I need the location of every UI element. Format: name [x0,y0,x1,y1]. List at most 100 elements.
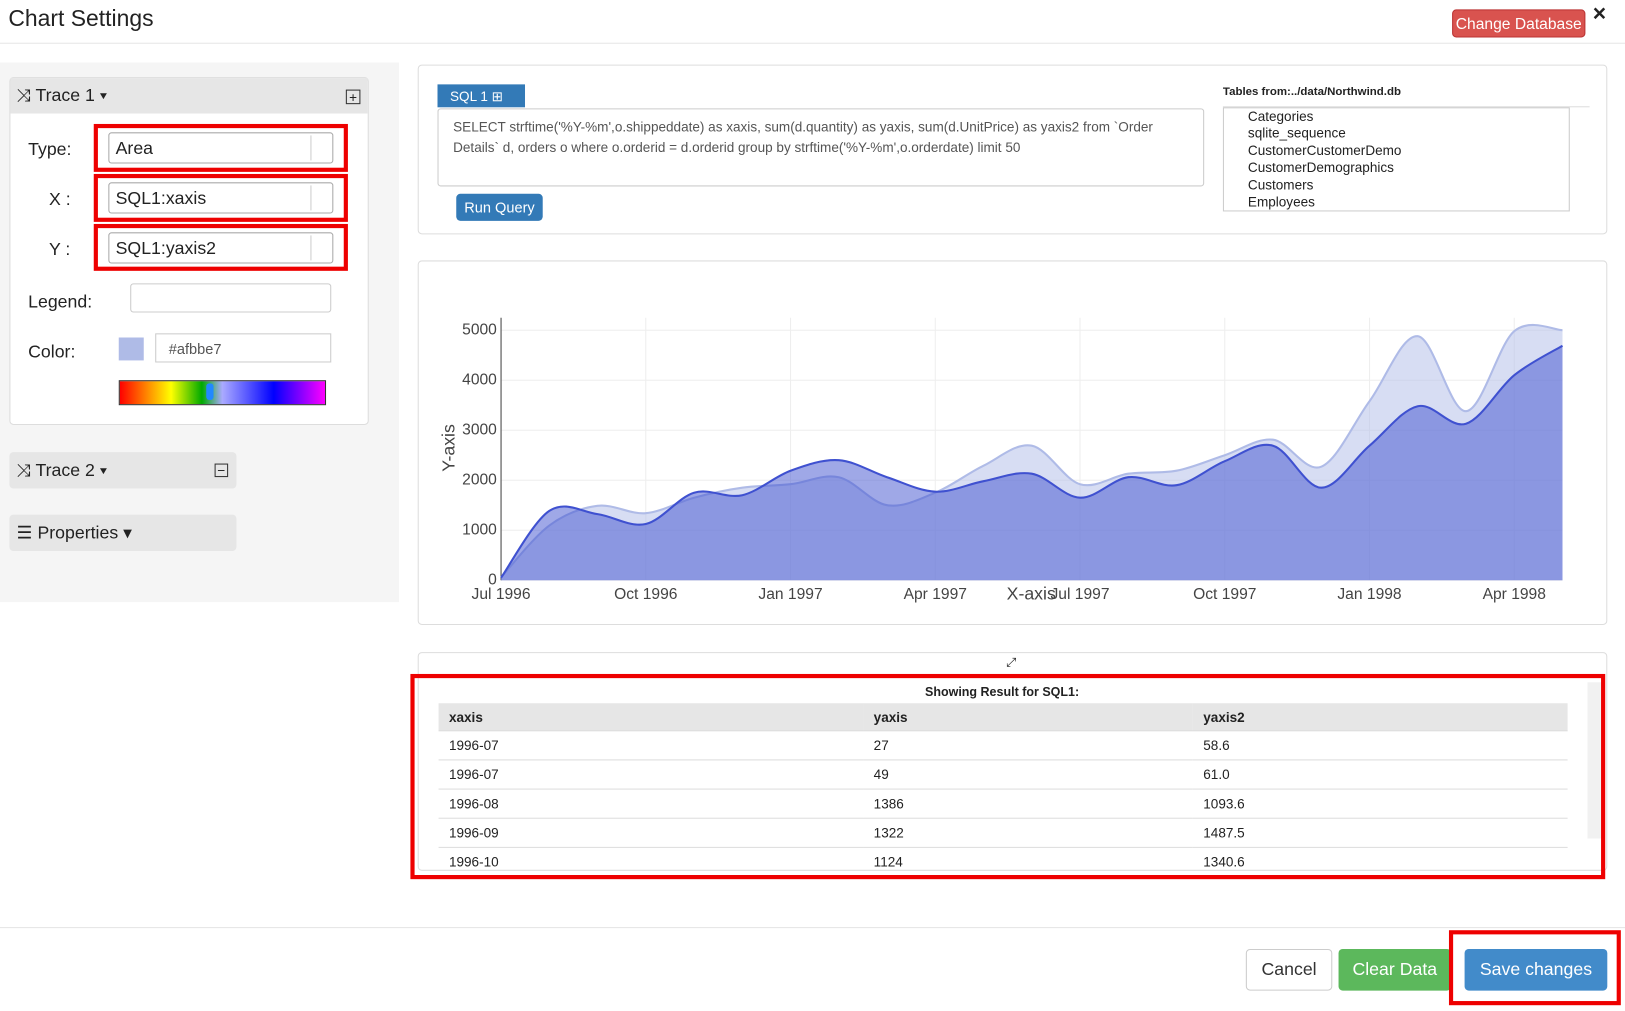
area-fill [501,345,1563,581]
tables-list[interactable]: Categories sqlite_sequence CustomerCustome… [1222,107,1570,212]
column-header: yaxis [863,703,1193,732]
properties-title[interactable]: ☰ Properties ▾ [16,522,132,543]
x-tick-label: Jan 1997 [758,586,822,603]
y-select[interactable]: SQL1:yaxis2 [108,232,334,264]
trace-title[interactable]: ⤨ Trace 1 ▾ [16,85,108,106]
cell: 1386 [863,789,1193,819]
table-name: CustomerDemographics [1247,159,1394,176]
legend-label: Legend: [28,291,93,312]
cell: 1093.6 [1192,789,1568,819]
highlight [410,673,1606,880]
result-row: 1996-08 1386 1093.6 [438,789,1568,819]
highlight [93,223,348,271]
query-panel [417,64,1608,235]
table-name: Employees [1247,193,1315,210]
trace-name: Trace 1 [35,85,95,106]
legend-input[interactable] [130,283,332,313]
table-name: CustomerCustomerDemo [1247,142,1402,159]
cell: 1322 [863,818,1193,848]
result-row: 1996-10 1124 1340.6 [438,847,1568,868]
area-line [500,344,1564,579]
x-value: SQL1:xaxis [115,188,207,209]
type-select[interactable]: Area [108,132,334,164]
x-tick-label: Apr 1998 [1483,586,1546,603]
column-header: xaxis [438,703,864,732]
x-tick-label: Jul 1997 [1051,586,1110,603]
cell: 1124 [863,847,1193,868]
cell: 58.6 [1192,730,1568,761]
y-tick-label: 5000 [462,321,497,338]
color-slider[interactable] [118,380,327,406]
type-value: Area [115,138,154,159]
cell: 27 [863,730,1193,761]
change-database-button[interactable]: Change Database [1452,9,1586,38]
table-name: sqlite_sequence [1247,125,1346,142]
scrollbar[interactable] [1587,682,1603,839]
properties-panel[interactable] [9,514,237,552]
x-label: X : [48,189,71,210]
cell: 1996-07 [438,759,864,790]
x-tick-label: Apr 1997 [904,586,967,603]
results-table-wrap: xaxis yaxis yaxis2 1996-07 27 58.6 1996-07 49 61… [438,703,1568,868]
divider [1222,106,1590,108]
expand-icon[interactable]: ⤢ [1006,655,1017,670]
x-tick-label: Jan 1998 [1337,586,1401,603]
save-button[interactable]: Save changes [1464,948,1608,991]
trace2-name: Trace 2 [35,460,95,481]
chart: Jul 1996 Oct 1996 Jan 1997 Apr 1997 Jul 1997… [439,317,1564,603]
properties-name: Properties [37,522,119,543]
cancel-button[interactable]: Cancel [1245,948,1333,991]
cell: 1340.6 [1192,847,1568,868]
color-label: Color: [28,341,76,362]
dialog-title: Chart Settings [8,5,154,32]
trace2-title[interactable]: ⤨ Trace 2 ▾ [16,460,108,481]
x-tick-label: Jul 1996 [472,586,531,603]
x-tick-label: Oct 1996 [614,586,677,603]
run-query-button[interactable]: Run Query [456,193,543,221]
table-name: Customers [1247,176,1314,193]
sql-tab-label: SQL 1 [450,88,488,105]
table-name: Categories [1247,108,1314,124]
cell: 1996-08 [438,789,864,819]
results-title: Showing Result for SQL1: [924,684,1080,699]
y-tick-label: 2000 [462,471,497,488]
x-axis-title: X-axis [1007,583,1056,603]
cell: 49 [863,759,1193,790]
cell: 1996-10 [438,847,864,868]
cell: 1996-09 [438,818,864,848]
sql-tab[interactable]: SQL 1 ⊞ [437,84,526,108]
y-tick-label: 0 [488,571,497,588]
x-select[interactable]: SQL1:xaxis [108,182,334,214]
results-table: xaxis yaxis yaxis2 1996-07 27 58.6 1996-07 49 61… [438,703,1568,868]
cell: 1487.5 [1192,818,1568,848]
result-row: 1996-07 27 58.6 [438,730,1568,761]
divider [0,42,1625,44]
tables-title: Tables from:../data/Northwind.db [1222,85,1401,98]
y-tick-label: 1000 [462,521,497,538]
add-icon[interactable]: + [345,89,361,105]
result-row: 1996-07 49 61.0 [438,759,1568,790]
header-row: xaxis yaxis yaxis2 [438,703,1568,732]
query-textarea[interactable]: SELECT strftime('%Y-%m',o.shippeddate) a… [437,108,1205,187]
y-tick-label: 3000 [462,421,497,438]
highlight [93,123,348,172]
y-label: Y : [48,239,71,260]
color-swatch[interactable] [118,337,144,361]
y-tick-label: 4000 [462,371,497,388]
result-row: 1996-09 1322 1487.5 [438,818,1568,848]
y-axis-title: Y-axis [439,424,459,472]
close-button[interactable]: × [1592,0,1607,27]
type-label: Type: [28,139,72,160]
trace2-panel[interactable] [9,452,237,489]
color-input[interactable]: #afbbe7 [155,333,332,363]
slider-handle[interactable] [206,383,214,401]
remove-icon[interactable]: − [214,463,229,477]
highlight [93,173,348,222]
y-value: SQL1:yaxis2 [115,238,217,259]
clear-data-button[interactable]: Clear Data [1338,948,1452,991]
divider [0,927,1625,929]
cell: 61.0 [1192,759,1568,790]
highlight [1448,930,1621,1006]
